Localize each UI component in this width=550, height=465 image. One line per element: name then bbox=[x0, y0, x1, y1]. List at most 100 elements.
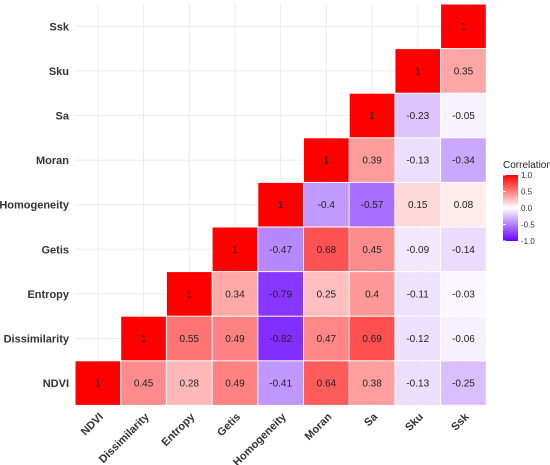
cell-value-label: 0.49 bbox=[225, 379, 245, 390]
cell-value-label: 0.45 bbox=[134, 379, 154, 390]
cell-value-label: 1 bbox=[232, 245, 238, 256]
x-tick-label: Ssk bbox=[449, 410, 472, 433]
y-tick-label: Entropy bbox=[27, 289, 69, 301]
heatmap-cell bbox=[441, 182, 486, 227]
cell-value-label: 0.64 bbox=[317, 379, 337, 390]
x-tick-label: Entropy bbox=[159, 410, 197, 448]
cell-value-label: 1 bbox=[95, 379, 101, 390]
correlation-legend: Correlation 1.0 0.5 0.0 -0.5 -1.0 bbox=[503, 160, 550, 246]
cell-value-label: 0.39 bbox=[362, 156, 382, 167]
heatmap-cell bbox=[258, 316, 303, 361]
heatmap-cell bbox=[441, 361, 486, 405]
heatmap-cell bbox=[212, 272, 258, 316]
heatmap-cell bbox=[441, 4, 486, 49]
cell-value-label: 1 bbox=[461, 22, 467, 33]
y-axis-labels: NDVI Dissimilarity Entropy Getis Homogeneity… bbox=[0, 21, 70, 390]
cell-value-label: 0.55 bbox=[180, 334, 200, 345]
y-tick-label: Sa bbox=[56, 111, 70, 123]
heatmap-cell bbox=[75, 361, 121, 405]
heatmap-cell bbox=[258, 227, 303, 272]
y-tick-label: Getis bbox=[41, 244, 69, 256]
heatmap-cell bbox=[304, 316, 349, 361]
cell-value-label: -0.23 bbox=[406, 111, 429, 122]
heatmap-cell bbox=[304, 272, 349, 316]
cell-value-label: -0.12 bbox=[406, 334, 429, 345]
cell-value-label: 1 bbox=[186, 289, 192, 300]
heatmap-cell bbox=[304, 138, 349, 182]
y-tick-label: Dissimilarity bbox=[4, 334, 70, 346]
cell-value-label: 0.34 bbox=[225, 289, 245, 300]
cell-value-label: 0.35 bbox=[454, 66, 474, 77]
legend-tick-label: 1.0 bbox=[521, 171, 533, 180]
heatmap-cell bbox=[212, 361, 258, 405]
cell-value-label: -0.25 bbox=[452, 379, 475, 390]
heatmap-cell bbox=[349, 182, 395, 227]
heatmap-cell bbox=[395, 138, 441, 182]
y-tick-label: Ssk bbox=[49, 21, 69, 33]
heatmap-cell bbox=[258, 182, 303, 227]
heatmap-cell bbox=[304, 361, 349, 405]
heatmap-cell bbox=[258, 361, 303, 405]
cell-value-label: 0.28 bbox=[180, 379, 200, 390]
heatmap-cell bbox=[441, 138, 486, 182]
cell-value-label: 0.25 bbox=[317, 289, 337, 300]
x-tick-label: Getis bbox=[215, 411, 243, 439]
cell-value-label: 1 bbox=[369, 111, 375, 122]
heatmap-cell bbox=[395, 361, 441, 405]
x-tick-label: Sku bbox=[403, 411, 426, 434]
legend-colorbar bbox=[503, 175, 518, 241]
heatmap-cell bbox=[212, 316, 258, 361]
cell-value-label: -0.41 bbox=[269, 379, 292, 390]
cell-value-label: 0.47 bbox=[317, 334, 337, 345]
cell-value-label: 0.4 bbox=[365, 289, 379, 300]
heatmap-cells: 1 0.4510.280.5510.490.490.341-0.41-0.82-0… bbox=[75, 4, 486, 405]
heatmap-cell bbox=[349, 138, 395, 182]
cell-value-label: -0.34 bbox=[452, 156, 475, 167]
heatmap-cell bbox=[304, 182, 349, 227]
legend-tick-label: 0.0 bbox=[521, 204, 533, 213]
heatmap-cell bbox=[349, 361, 395, 405]
heatmap-cell bbox=[121, 361, 166, 405]
heatmap-cell bbox=[166, 316, 212, 361]
cell-value-label: 1 bbox=[415, 66, 421, 77]
legend-title: Correlation bbox=[503, 160, 550, 171]
heatmap-cell bbox=[349, 272, 395, 316]
heatmap-cell bbox=[441, 272, 486, 316]
cell-value-label: -0.05 bbox=[452, 111, 475, 122]
heatmap-cell bbox=[395, 316, 441, 361]
heatmap-cell bbox=[395, 93, 441, 138]
cell-value-label: -0.79 bbox=[269, 289, 292, 300]
heatmap-cell bbox=[395, 272, 441, 316]
cell-value-label: -0.57 bbox=[361, 200, 384, 211]
cell-value-label: -0.4 bbox=[318, 200, 336, 211]
y-tick-label: NDVI bbox=[43, 378, 69, 390]
cell-value-label: 0.68 bbox=[317, 245, 337, 256]
cell-value-label: -0.03 bbox=[452, 289, 475, 300]
heatmap-cell bbox=[258, 272, 303, 316]
cell-value-label: 0.49 bbox=[225, 334, 245, 345]
heatmap-cell bbox=[304, 227, 349, 272]
heatmap-cell bbox=[121, 316, 166, 361]
heatmap-cell bbox=[349, 316, 395, 361]
cell-value-label: -0.06 bbox=[452, 334, 475, 345]
heatmap-cell bbox=[349, 227, 395, 272]
cell-value-label: -0.13 bbox=[406, 156, 429, 167]
cell-value-label: 0.38 bbox=[362, 379, 382, 390]
x-tick-label: Sa bbox=[362, 410, 381, 429]
heatmap-cell bbox=[441, 316, 486, 361]
legend-tick-label: -1.0 bbox=[521, 237, 535, 246]
heatmap-cell bbox=[441, 227, 486, 272]
cell-value-label: 1 bbox=[278, 200, 284, 211]
y-tick-label: Homogeneity bbox=[0, 200, 70, 212]
cell-value-label: 0.08 bbox=[454, 200, 474, 211]
cell-value-label: -0.13 bbox=[406, 379, 429, 390]
heatmap-cell bbox=[349, 93, 395, 138]
x-tick-label: Dissimilarity bbox=[97, 410, 152, 465]
heatmap-cell bbox=[166, 361, 212, 405]
heatmap-cell bbox=[441, 93, 486, 138]
cell-value-label: -0.82 bbox=[269, 334, 292, 345]
y-tick-label: Sku bbox=[49, 66, 69, 78]
legend-tick-label: -0.5 bbox=[521, 221, 535, 230]
